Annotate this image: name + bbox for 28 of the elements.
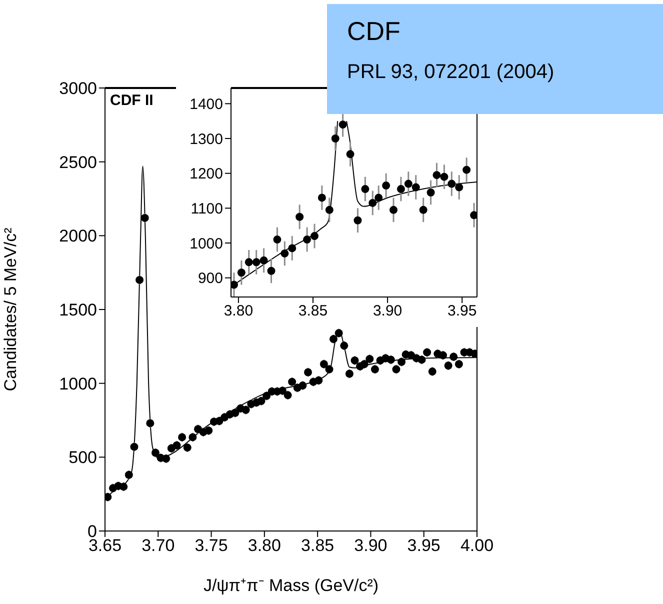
x-tick-label: 3.85: [301, 536, 334, 556]
y-tick-label: 1000: [59, 374, 97, 394]
annotation: CDF II: [110, 92, 154, 109]
y-tick-label: 500: [68, 448, 97, 468]
x-tick-label: 3.85: [298, 302, 328, 320]
y-tick-label: 3000: [59, 79, 97, 98]
x-tick-label: 3.70: [142, 536, 175, 556]
y-tick-label: 2500: [59, 152, 97, 172]
x-tick-label: 3.80: [248, 536, 281, 556]
y-tick-label: 2000: [59, 226, 97, 246]
x-tick-label: 3.80: [224, 302, 254, 320]
x-tick-label: 3.95: [407, 536, 440, 556]
y-tick-label: 1500: [59, 300, 97, 320]
y-tick-label: 1200: [190, 166, 223, 183]
x-tick-label: 3.65: [88, 536, 122, 556]
x-tick-label: 3.90: [354, 536, 388, 556]
label-box: CDF PRL 93, 072201 (2004): [327, 4, 663, 114]
y-tick-label: 1400: [190, 96, 223, 113]
x-tick-label: 3.90: [372, 302, 402, 320]
x-axis-title: J/ψπ⁺π⁻ Mass (GeV/c²): [203, 576, 379, 595]
y-tick-label: 1300: [190, 130, 223, 148]
x-tick-label: 3.75: [194, 536, 228, 556]
y-tick-label: 1000: [190, 235, 223, 252]
x-tick-label: 3.95: [447, 302, 477, 320]
y-tick-label: 900: [198, 270, 223, 288]
y-tick-label: 1100: [190, 200, 223, 218]
y-axis-title: Candidates/ 5 MeV/c²: [1, 227, 20, 392]
x-tick-label: 4.00: [460, 536, 494, 556]
